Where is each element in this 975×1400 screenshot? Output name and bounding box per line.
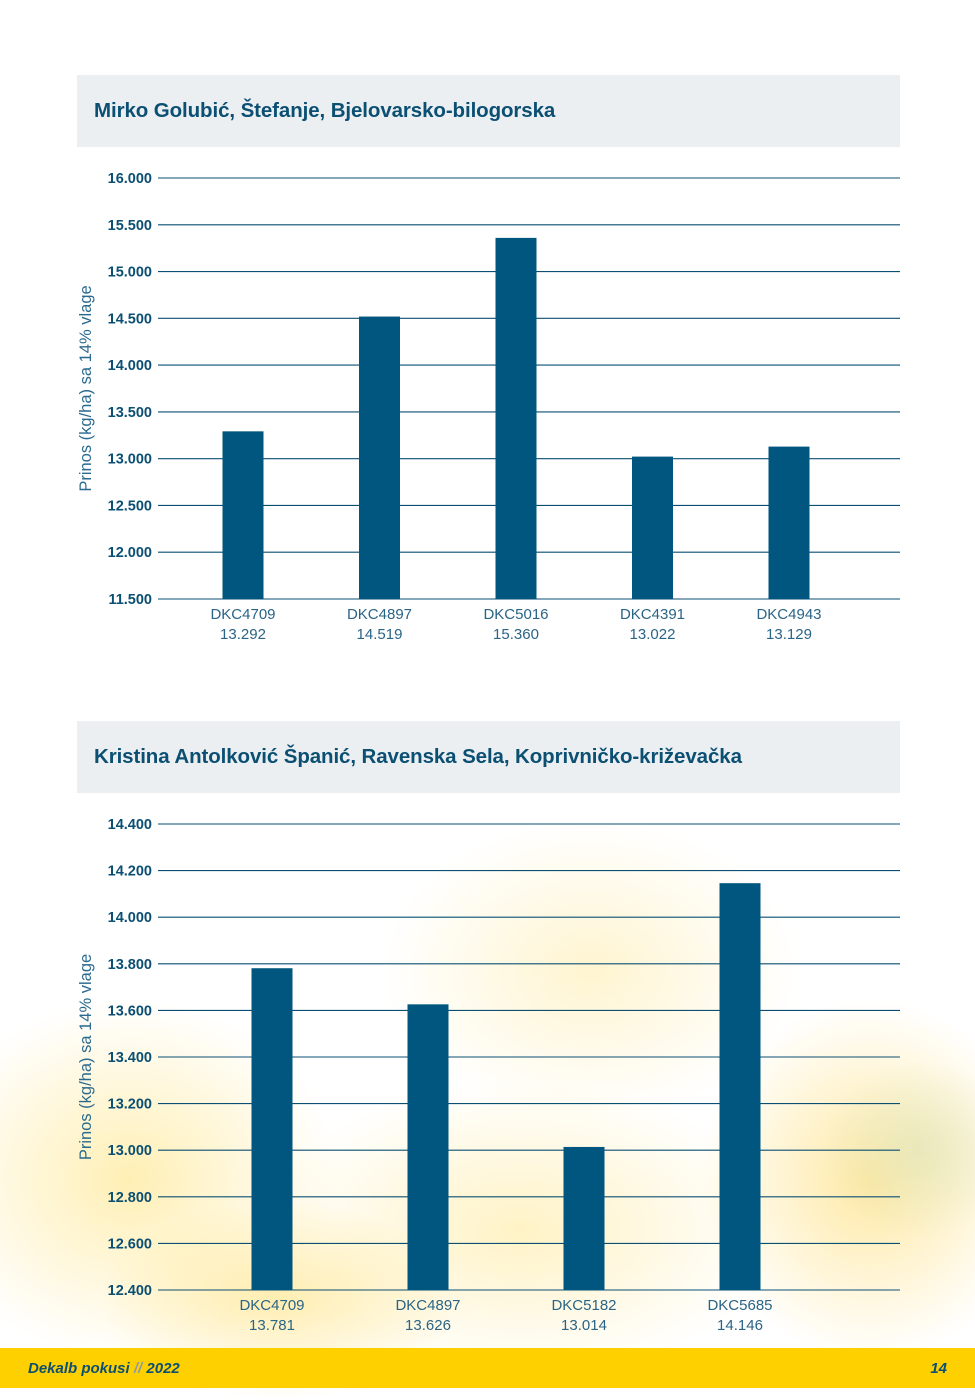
- category-label: DKC4897: [347, 606, 412, 623]
- category-label: DKC5685: [707, 1297, 772, 1314]
- chart-1-title-bar: Mirko Golubić, Štefanje, Bjelovarsko-bil…: [77, 75, 900, 147]
- value-label: 13.292: [220, 626, 266, 643]
- category-label: DKC5016: [483, 606, 548, 623]
- y-axis-title: Prinos (kg/ha) sa 14% vlage: [77, 285, 95, 491]
- value-label: 13.781: [249, 1317, 295, 1334]
- chart-2: 12.400 12.600 12.800 13.000 13.200 13.400 13.6…: [77, 817, 900, 1334]
- bar: [495, 237, 537, 599]
- y-tick-label: 13.800: [108, 957, 152, 973]
- value-label: 14.146: [717, 1317, 763, 1334]
- chart-2-title: Kristina Antolković Španić, Ravenska Sel…: [94, 745, 742, 768]
- y-tick-label: 13.000: [108, 1143, 152, 1159]
- y-tick-label: 15.000: [108, 265, 152, 281]
- bar: [719, 883, 761, 1290]
- value-label: 13.014: [561, 1317, 607, 1334]
- y-tick-label: 13.600: [108, 1003, 152, 1019]
- value-label: 14.519: [357, 626, 403, 643]
- bar: [768, 446, 810, 599]
- chart-2-title-bar: Kristina Antolković Španić, Ravenska Sel…: [77, 721, 900, 793]
- category-label: DKC4943: [756, 606, 821, 623]
- bar: [632, 456, 673, 599]
- value-label: 15.360: [493, 626, 539, 643]
- category-label: DKC4897: [395, 1297, 460, 1314]
- category-label: DKC4709: [239, 1297, 304, 1314]
- y-tick-label: 12.600: [108, 1236, 152, 1252]
- bar: [563, 1146, 605, 1290]
- category-label: DKC4391: [620, 606, 685, 623]
- y-tick-label: 14.200: [108, 864, 152, 880]
- y-tick-label: 13.000: [108, 452, 152, 468]
- category-label: DKC4709: [210, 606, 275, 623]
- y-tick-label: 16.000: [108, 171, 152, 187]
- chart-1: 11.500 12.000 12.500 13.000 13.500 14.000 14.5…: [77, 171, 900, 643]
- page-number: 14: [930, 1359, 947, 1377]
- bar: [407, 1004, 449, 1290]
- y-tick-label: 12.400: [108, 1283, 152, 1299]
- footer-year: 2022: [146, 1359, 180, 1377]
- category-label: DKC5182: [551, 1297, 616, 1314]
- footer-separator: //: [133, 1359, 143, 1377]
- value-label: 13.626: [405, 1317, 451, 1334]
- y-tick-label: 14.500: [108, 311, 152, 327]
- chart-1-title: Mirko Golubić, Štefanje, Bjelovarsko-bil…: [94, 99, 556, 122]
- y-tick-label: 14.000: [108, 358, 152, 374]
- bar: [251, 968, 293, 1290]
- y-tick-label: 14.400: [108, 817, 152, 833]
- footer-brand: Dekalb pokusi // 2022: [28, 1360, 180, 1377]
- bar: [222, 431, 264, 599]
- value-label: 13.022: [630, 626, 676, 643]
- bar: [359, 316, 400, 599]
- y-tick-label: 11.500: [108, 592, 152, 608]
- y-tick-label: 13.400: [108, 1050, 152, 1066]
- y-tick-label: 13.500: [108, 405, 152, 421]
- y-tick-label: 14.000: [108, 910, 152, 926]
- y-tick-label: 12.500: [108, 498, 152, 514]
- y-tick-label: 12.000: [108, 545, 152, 561]
- y-tick-label: 15.500: [108, 218, 152, 234]
- footer-brand-name: Dekalb pokusi: [28, 1359, 130, 1377]
- y-tick-label: 13.200: [108, 1097, 152, 1113]
- page-footer: Dekalb pokusi // 2022 14: [0, 1348, 975, 1388]
- y-tick-label: 12.800: [108, 1190, 152, 1206]
- value-label: 13.129: [766, 626, 812, 643]
- y-axis-title: Prinos (kg/ha) sa 14% vlage: [77, 954, 95, 1160]
